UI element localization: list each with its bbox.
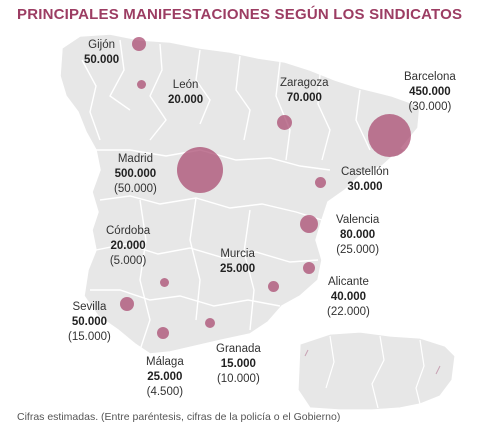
city-police-figure: (30.000) <box>408 101 452 113</box>
coast-accents <box>304 349 441 375</box>
city-police-figure: (10.000) <box>216 373 260 385</box>
bubble-valencia <box>300 215 318 233</box>
city-label-valencia: Valencia 80.000 (25.000) <box>336 213 379 258</box>
city-unions-figure: 30.000 <box>347 181 383 193</box>
city-unions-figure: 25.000 <box>147 371 183 383</box>
city-unions-figure: 50.000 <box>71 316 108 328</box>
bubble-alicante <box>303 262 315 274</box>
city-name: Gijón <box>88 39 116 51</box>
city-name: Valencia <box>336 214 380 226</box>
city-unions-figure: 20.000 <box>168 94 204 106</box>
city-unions-figure: 25.000 <box>220 263 256 275</box>
bubble-zaragoza <box>277 115 292 130</box>
bubble-jaen <box>205 318 215 328</box>
city-label-murcia: Murcia 25.000 <box>220 247 255 277</box>
city-unions-figure: 450.000 <box>409 86 451 98</box>
spain-mainland <box>59 33 421 355</box>
city-unions-figure: 70.000 <box>286 92 322 104</box>
city-label-madrid: Madrid 500.000 (50.000) <box>114 152 157 197</box>
city-label-barcelona: Barcelona 450.000 (30.000) <box>404 70 456 115</box>
city-police-figure: (25.000) <box>336 244 380 256</box>
city-label-cordoba: Córdoba 20.000 (5.000) <box>106 224 150 269</box>
africa-borders <box>325 335 425 409</box>
city-label-castellon: Castellón 30.000 <box>341 165 389 195</box>
city-name: León <box>172 79 199 91</box>
city-label-granada: Granada 15.000 (10.000) <box>216 342 261 387</box>
city-label-alicante: Alicante 40.000 (22.000) <box>327 275 370 320</box>
bubble-madrid <box>177 147 223 193</box>
city-police-figure: (4.500) <box>146 386 184 398</box>
city-name: Granada <box>216 343 261 355</box>
city-name: Murcia <box>220 248 255 260</box>
city-unions-figure: 20.000 <box>110 240 146 252</box>
city-unions-figure: 40.000 <box>330 291 367 303</box>
city-police-figure: (5.000) <box>109 255 147 267</box>
bubble-cordoba <box>160 278 169 287</box>
bubble-malaga <box>157 327 169 339</box>
city-name: Castellón <box>341 166 389 178</box>
city-label-gijon: Gijón 50.000 <box>84 38 119 68</box>
city-unions-figure: 500.000 <box>114 168 157 180</box>
map-title: PRINCIPALES MANIFESTACIONES SEGÚN LOS SI… <box>17 6 463 23</box>
africa-coast <box>297 331 456 411</box>
bubble-castellon <box>315 177 326 188</box>
city-name: Córdoba <box>106 225 151 237</box>
bubble-leon <box>137 80 146 89</box>
city-label-zaragoza: Zaragoza 70.000 <box>280 76 329 106</box>
bubble-sevilla <box>120 297 134 311</box>
city-unions-figure: 15.000 <box>220 358 256 370</box>
bubble-gijon <box>132 37 146 51</box>
footnote: Cifras estimadas. (Entre paréntesis, cif… <box>17 411 341 423</box>
city-police-figure: (22.000) <box>327 306 370 318</box>
city-unions-figure: 80.000 <box>340 229 376 241</box>
city-label-leon: León 20.000 <box>168 78 203 108</box>
bubble-barcelona <box>368 114 411 157</box>
city-name: Zaragoza <box>280 77 329 89</box>
city-unions-figure: 50.000 <box>84 54 120 66</box>
city-police-figure: (15.000) <box>68 331 111 343</box>
city-name: Alicante <box>327 276 369 288</box>
city-police-figure: (50.000) <box>114 183 157 195</box>
bubble-murcia <box>268 281 279 292</box>
province-borders <box>81 39 371 351</box>
city-name: Madrid <box>117 153 153 165</box>
city-label-sevilla: Sevilla 50.000 (15.000) <box>68 300 111 345</box>
city-name: Barcelona <box>404 71 456 83</box>
city-name: Málaga <box>146 356 184 368</box>
city-label-malaga: Málaga 25.000 (4.500) <box>146 355 184 400</box>
city-name: Sevilla <box>72 301 107 313</box>
